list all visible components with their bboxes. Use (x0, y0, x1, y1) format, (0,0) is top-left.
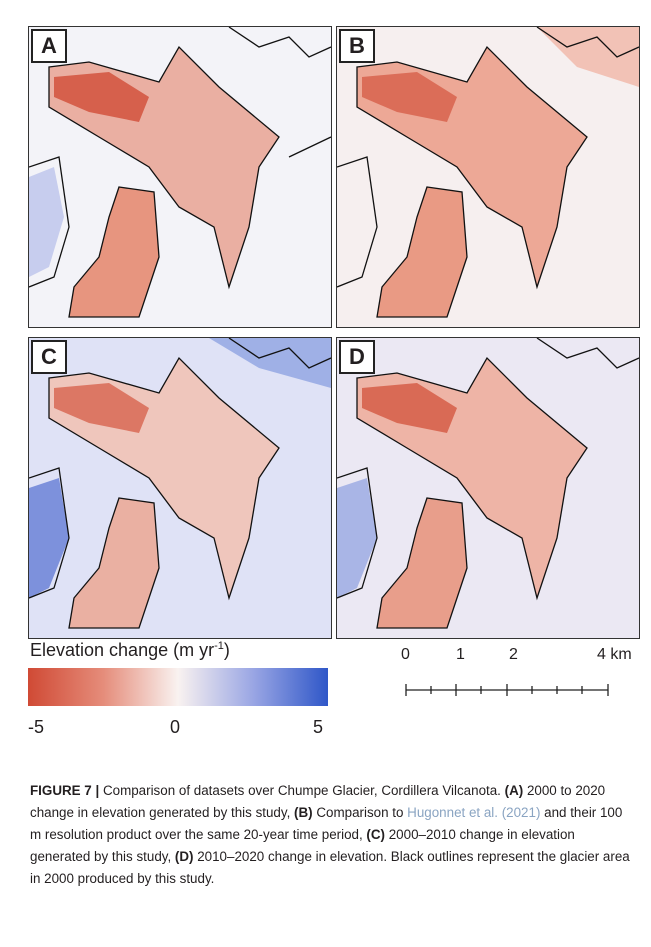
caption-tag-b: (B) (294, 805, 313, 820)
scale-label-2: 2 (509, 646, 518, 663)
panel-label-d: D (339, 340, 375, 374)
panel-label-a: A (31, 29, 67, 63)
map-panel-c: C (28, 337, 332, 639)
elevation-map-d (337, 338, 639, 638)
caption-text-b2: and their 100 m resolution product over … (30, 805, 623, 842)
map-panel-b: B (336, 26, 640, 328)
caption-text-d: 2010–2020 change in elevation. Black out… (30, 849, 630, 886)
elevation-map-c (29, 338, 331, 638)
colorbar-title: Elevation change (m yr-1) (30, 640, 230, 661)
scale-label-1: 1 (456, 646, 465, 663)
caption-tag-c: (C) (366, 827, 386, 842)
colorbar-title-text: Elevation change (m yr (30, 640, 215, 660)
figure-label: FIGURE 7 | (30, 783, 100, 798)
caption-text-a: 2000 to 2020 change in elevation generat… (30, 783, 606, 820)
scale-label-0: 0 (401, 646, 410, 663)
caption-tag-d: (D) (174, 849, 194, 864)
colorbar-tick-min: -5 (28, 717, 45, 737)
colorbar-tick-mid: 0 (170, 717, 181, 737)
caption-intro: Comparison of datasets over Chumpe Glaci… (99, 783, 505, 798)
panel-label-c: C (31, 340, 67, 374)
colorbar-title-sup: -1 (214, 640, 224, 652)
figure-caption: FIGURE 7 | Comparison of datasets over C… (30, 780, 630, 890)
caption-text-b1: Comparison to (312, 805, 408, 820)
map-panel-a: A (28, 26, 332, 328)
elevation-map-b (337, 27, 639, 327)
colorbar-tick-max: 5 (313, 717, 324, 737)
elevation-map-a (29, 27, 331, 327)
citation-link[interactable]: Hugonnet et al. (2021) (407, 805, 541, 820)
colorbar-title-end: ) (223, 640, 230, 660)
scale-label-4km: 4 km (597, 646, 632, 663)
caption-text-c: 2000–2010 change in elevation generated … (30, 827, 575, 864)
scale-bar (405, 684, 609, 696)
colorbar (28, 668, 328, 706)
map-panel-d: D (336, 337, 640, 639)
panel-label-b: B (339, 29, 375, 63)
caption-tag-a: (A) (504, 783, 524, 798)
